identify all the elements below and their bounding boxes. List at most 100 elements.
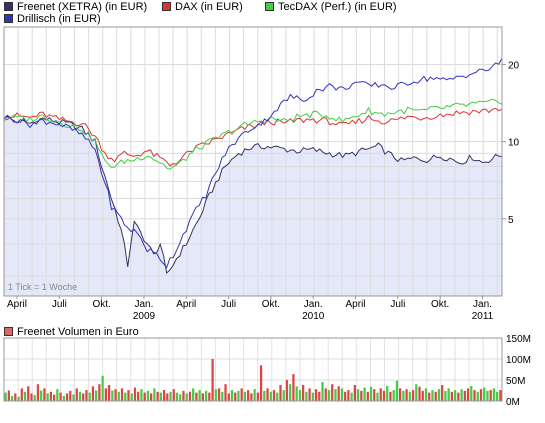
volume-bar: [295, 386, 298, 401]
x-tick-label: Jan.: [135, 299, 154, 310]
volume-bar: [450, 391, 453, 401]
volume-bar: [301, 385, 305, 401]
volume-bar: [72, 394, 75, 401]
volume-bar: [33, 395, 36, 401]
legend-item-freenet[interactable]: Freenet (XETRA) (in EUR): [4, 1, 147, 13]
volume-bar: [127, 390, 130, 401]
volume-bar: [17, 396, 20, 401]
volume-bar: [201, 393, 204, 401]
volume-y-tick-label: 0M: [506, 397, 520, 408]
x-tick-label: April: [346, 299, 366, 310]
volume-bar: [434, 391, 437, 401]
volume-bar: [402, 390, 405, 401]
volume-bar: [46, 393, 49, 401]
volume-bar: [4, 392, 7, 401]
legend-item-tecdax[interactable]: TecDAX (Perf.) (in EUR): [265, 1, 397, 13]
volume-bar: [489, 390, 492, 401]
x-tick-label: Juli: [221, 299, 236, 310]
volume-bar: [211, 359, 214, 401]
x-year-label: 2009: [133, 311, 156, 322]
volume-bar: [311, 392, 314, 401]
volume-bar: [56, 389, 59, 401]
volume-bar: [386, 385, 389, 401]
freenet-area-fill: [4, 116, 502, 296]
volume-bar: [447, 388, 450, 401]
volume-bar: [240, 388, 243, 401]
volume-bar: [314, 389, 318, 401]
volume-bar: [162, 390, 166, 401]
volume-bar: [321, 382, 324, 401]
volume-bar: [470, 385, 473, 401]
volume-bar: [36, 384, 40, 401]
volume-bar: [389, 391, 392, 401]
x-tick-label: Juli: [390, 299, 405, 310]
volume-bar: [334, 389, 337, 401]
volume-y-tick-label: 150M: [506, 334, 531, 345]
legend-label-tecdax: TecDAX (Perf.) (in EUR): [278, 1, 397, 13]
x-tick-label: Okt.: [262, 299, 280, 310]
volume-bar: [463, 390, 466, 401]
volume-bar: [117, 391, 120, 401]
volume-bar: [111, 390, 114, 401]
volume-bar: [140, 389, 143, 401]
volume-bar: [156, 391, 159, 401]
volume-bar: [305, 391, 308, 401]
volume-bar: [243, 391, 247, 401]
y-tick-label: 5: [508, 215, 514, 226]
x-tick-label: Jan.: [473, 299, 492, 310]
legend-item-drillisch[interactable]: Drillisch (in EUR): [4, 13, 101, 25]
legend-item-dax[interactable]: DAX (in EUR): [162, 1, 243, 13]
volume-bar: [159, 392, 162, 401]
volume-bar: [227, 393, 230, 401]
volume-bar: [130, 393, 133, 401]
volume-bar: [428, 392, 431, 401]
volume-swatch: [4, 326, 13, 336]
volume-bar: [40, 390, 43, 401]
volume-bar: [499, 390, 502, 401]
volume-bar: [473, 390, 476, 401]
volume-bar: [379, 388, 382, 401]
x-tick-label: Jan.: [304, 299, 323, 310]
volume-bar: [198, 390, 201, 401]
volume-bar: [166, 393, 169, 401]
volume-bar: [247, 390, 250, 401]
volume-bar: [101, 375, 104, 401]
series-line-1: [3, 107, 503, 167]
series-line-3: [3, 58, 503, 269]
volume-bar: [7, 390, 10, 401]
volume-bar: [418, 386, 421, 401]
volume-bar: [376, 392, 379, 401]
tick-note: 1 Tick = 1 Woche: [8, 282, 77, 292]
volume-bar: [95, 390, 98, 401]
volume-bar: [10, 396, 14, 401]
volume-bar: [331, 384, 334, 401]
volume-bar: [344, 391, 347, 401]
volume-y-tick-label: 100M: [506, 355, 531, 366]
volume-bar: [82, 393, 85, 401]
volume-bar: [217, 388, 221, 401]
volume-bar: [253, 389, 256, 401]
volume-bar: [399, 388, 402, 401]
volume-bar: [104, 388, 107, 401]
volume-bar: [356, 389, 360, 401]
volume-bar: [175, 392, 179, 401]
volume-bar: [214, 389, 217, 401]
volume-bar: [483, 387, 486, 401]
volume-bar: [382, 390, 386, 401]
volume-bar: [27, 386, 30, 401]
volume-bar: [224, 384, 227, 401]
volume-bar: [369, 386, 373, 401]
volume-bar: [150, 393, 153, 401]
volume-bar: [65, 393, 69, 401]
volume-bar: [179, 394, 182, 401]
volume-bar: [133, 387, 137, 401]
volume-bar: [408, 391, 411, 401]
volume-bar: [185, 393, 188, 401]
volume-bar: [208, 392, 211, 401]
volume-bar: [263, 390, 266, 401]
volume-bar: [476, 391, 479, 401]
volume-bar: [23, 391, 27, 401]
volume-bar: [437, 389, 441, 401]
volume-bar: [143, 392, 146, 401]
volume-bar: [466, 388, 470, 401]
